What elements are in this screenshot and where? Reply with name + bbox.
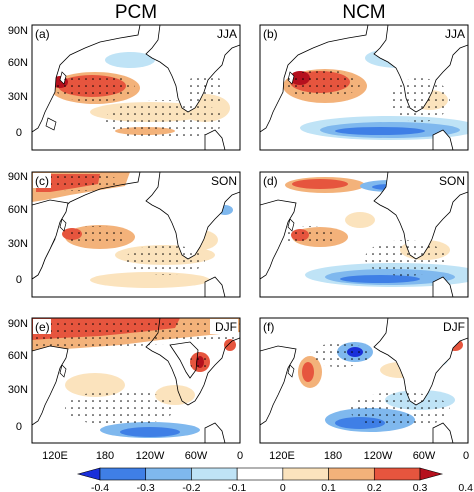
colorbar-segment [328,467,375,481]
lon-tick-180: 180 [324,450,342,462]
panel-label-b: (b) [263,27,278,41]
lon-tick-180: 180 [96,450,114,462]
lon-tick-60w: 60W [185,450,208,462]
column-title-ncm: NCM [342,2,385,23]
lon-tick-120e: 120E [42,450,68,462]
season-label-b: JJA [445,27,465,41]
lat-tick-0: 0 [16,127,22,139]
lat-axis-row1: 90N 60N 30N 0 [8,25,28,139]
panel-b: (b) JJA [259,24,469,151]
lat-tick-60n: 60N [8,57,28,69]
lon-tick-0: 0 [463,450,469,462]
panel-c: (c) SON [31,171,241,298]
panel-d: (d) SON [259,171,469,298]
colorbar-segment [373,467,421,481]
lon-tick-120e: 120E [269,450,295,462]
season-label-d: SON [439,174,465,188]
season-label-f: DJF [443,320,465,334]
panel-label-e: (e) [35,320,50,334]
panel-label-d: (d) [263,174,278,188]
lon-tick-120w: 120W [364,450,393,462]
colorbar-segment [99,467,147,481]
column-title-pcm: PCM [115,2,157,23]
colorbar-segment [419,467,444,481]
colorbar-tick-label: 0.1 [321,482,336,492]
colorbar-segment [282,467,329,481]
lat-tick-90n: 90N [8,171,28,183]
season-label-c: SON [211,174,237,188]
lat-tick-60n: 60N [8,350,28,362]
colorbar-tick-label: -0.4 [91,482,109,492]
colorbar-tick-label: -0.3 [137,482,155,492]
lat-axis-row3: 90N 60N 30N 0 [8,318,28,433]
colorbar-tick-label: 0.3 [413,482,428,492]
panel-label-c: (c) [35,174,49,188]
lat-tick-30n: 30N [8,238,28,250]
lat-tick-90n: 90N [8,318,28,330]
lon-tick-60w: 60W [413,450,436,462]
colorbar-tick-label: -0.1 [228,482,246,492]
colorbar-tick-label: 0.4 [458,482,473,492]
season-label-e: DJF [215,320,237,334]
colorbar-segment [236,467,284,481]
colorbar-segment [191,467,238,481]
lon-axis-right: 120E 180 120W 60W 0 [269,450,469,462]
lat-axis-row2: 90N 60N 30N 0 [8,171,28,286]
panel-e: (e) DJF [31,317,241,444]
panel-f: (f) DJF [259,317,469,444]
colorbar-segment [145,467,192,481]
lat-tick-0: 0 [16,274,22,286]
colorbar: -0.4 -0.3 -0.2 -0.1 0 0.1 0.2 0.3 0.4 [76,467,473,492]
lon-tick-120w: 120W [136,450,165,462]
lat-tick-60n: 60N [8,204,28,216]
colorbar-tick-label: 0.2 [367,482,382,492]
lon-tick-0: 0 [237,450,243,462]
panel-label-f: (f) [263,320,274,334]
season-label-a: JJA [217,27,237,41]
panel-label-a: (a) [35,27,50,41]
colorbar-tick-label: -0.2 [182,482,200,492]
colorbar-segment [76,467,101,481]
lat-tick-0: 0 [16,421,22,433]
panel-a: (a) JJA [31,24,241,151]
lat-tick-90n: 90N [8,25,28,37]
lon-axis-left: 120E 180 120W 60W 0 [42,450,243,462]
lat-tick-30n: 30N [8,384,28,396]
colorbar-tick-label: 0 [280,482,286,492]
lat-tick-30n: 30N [8,91,28,103]
